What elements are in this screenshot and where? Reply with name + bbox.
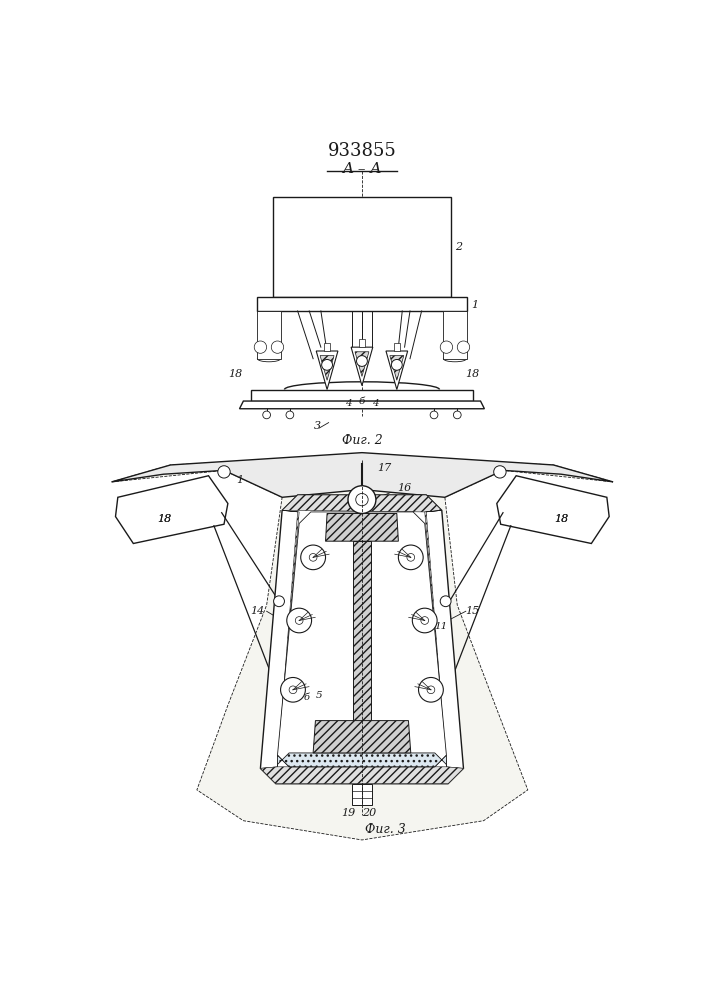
Text: 1: 1: [471, 300, 478, 310]
Text: 19: 19: [341, 808, 356, 818]
Circle shape: [289, 686, 297, 694]
Circle shape: [274, 596, 284, 607]
Circle shape: [440, 596, 451, 607]
Polygon shape: [316, 351, 338, 389]
Circle shape: [255, 341, 267, 353]
Circle shape: [392, 359, 402, 370]
Bar: [443, 311, 467, 359]
Circle shape: [440, 341, 452, 353]
Polygon shape: [240, 401, 484, 409]
Ellipse shape: [257, 356, 281, 362]
Ellipse shape: [443, 356, 467, 362]
Circle shape: [356, 356, 368, 366]
Polygon shape: [351, 347, 373, 386]
Circle shape: [398, 545, 423, 570]
Text: 16: 16: [397, 483, 411, 493]
Circle shape: [287, 608, 312, 633]
Polygon shape: [355, 352, 369, 376]
Polygon shape: [260, 495, 464, 784]
Text: 18: 18: [554, 514, 568, 524]
Text: 5: 5: [316, 691, 322, 700]
Ellipse shape: [257, 308, 281, 314]
Polygon shape: [325, 513, 398, 541]
Text: 1: 1: [236, 475, 243, 485]
Text: б: б: [358, 397, 365, 406]
Text: 11: 11: [434, 622, 448, 631]
Text: 933855: 933855: [327, 142, 397, 160]
Text: 17: 17: [378, 463, 392, 473]
Polygon shape: [112, 453, 613, 497]
Circle shape: [453, 411, 461, 419]
Polygon shape: [260, 767, 464, 784]
Circle shape: [407, 554, 414, 561]
Polygon shape: [115, 476, 228, 544]
Bar: [257, 311, 281, 359]
Text: Фиг. 3: Фиг. 3: [365, 823, 406, 836]
Circle shape: [263, 411, 271, 419]
Text: 18: 18: [157, 514, 172, 524]
Circle shape: [309, 554, 317, 561]
Circle shape: [286, 411, 293, 419]
Circle shape: [427, 686, 435, 694]
Ellipse shape: [443, 308, 467, 314]
Circle shape: [419, 677, 443, 702]
Bar: [359, 339, 365, 347]
Polygon shape: [313, 721, 411, 753]
Bar: [394, 343, 400, 351]
Circle shape: [356, 493, 368, 506]
Circle shape: [412, 608, 437, 633]
Text: Фиг. 2: Фиг. 2: [341, 434, 382, 447]
Polygon shape: [425, 510, 464, 784]
Text: 15: 15: [465, 606, 479, 616]
Circle shape: [430, 411, 438, 419]
Text: 18: 18: [466, 369, 480, 379]
Circle shape: [322, 359, 332, 370]
Polygon shape: [277, 512, 446, 767]
Polygon shape: [277, 753, 446, 767]
Text: 4: 4: [372, 399, 378, 408]
Text: 18: 18: [157, 514, 172, 524]
Circle shape: [296, 617, 303, 624]
Text: 18: 18: [228, 369, 243, 379]
Polygon shape: [390, 356, 404, 380]
Polygon shape: [282, 495, 442, 512]
Circle shape: [493, 466, 506, 478]
Circle shape: [457, 341, 469, 353]
Circle shape: [271, 341, 284, 353]
Bar: [257, 297, 467, 311]
Text: 14: 14: [250, 606, 264, 616]
Bar: [273, 197, 451, 297]
Polygon shape: [112, 455, 613, 840]
Polygon shape: [353, 541, 371, 721]
Text: 2: 2: [455, 242, 462, 252]
Text: 18: 18: [554, 514, 568, 524]
Text: A – A: A – A: [342, 162, 382, 176]
Polygon shape: [497, 476, 609, 544]
Bar: [352, 784, 372, 805]
Circle shape: [218, 466, 230, 478]
Text: 20: 20: [362, 808, 376, 818]
Text: б: б: [304, 693, 310, 702]
Text: 4: 4: [345, 399, 351, 408]
Bar: [324, 343, 330, 351]
Polygon shape: [320, 356, 334, 380]
Polygon shape: [260, 510, 299, 784]
Circle shape: [300, 545, 325, 570]
Circle shape: [348, 486, 376, 513]
Circle shape: [281, 677, 305, 702]
Polygon shape: [386, 351, 408, 389]
Polygon shape: [251, 389, 473, 401]
Circle shape: [421, 617, 428, 624]
Text: 3: 3: [313, 421, 320, 431]
